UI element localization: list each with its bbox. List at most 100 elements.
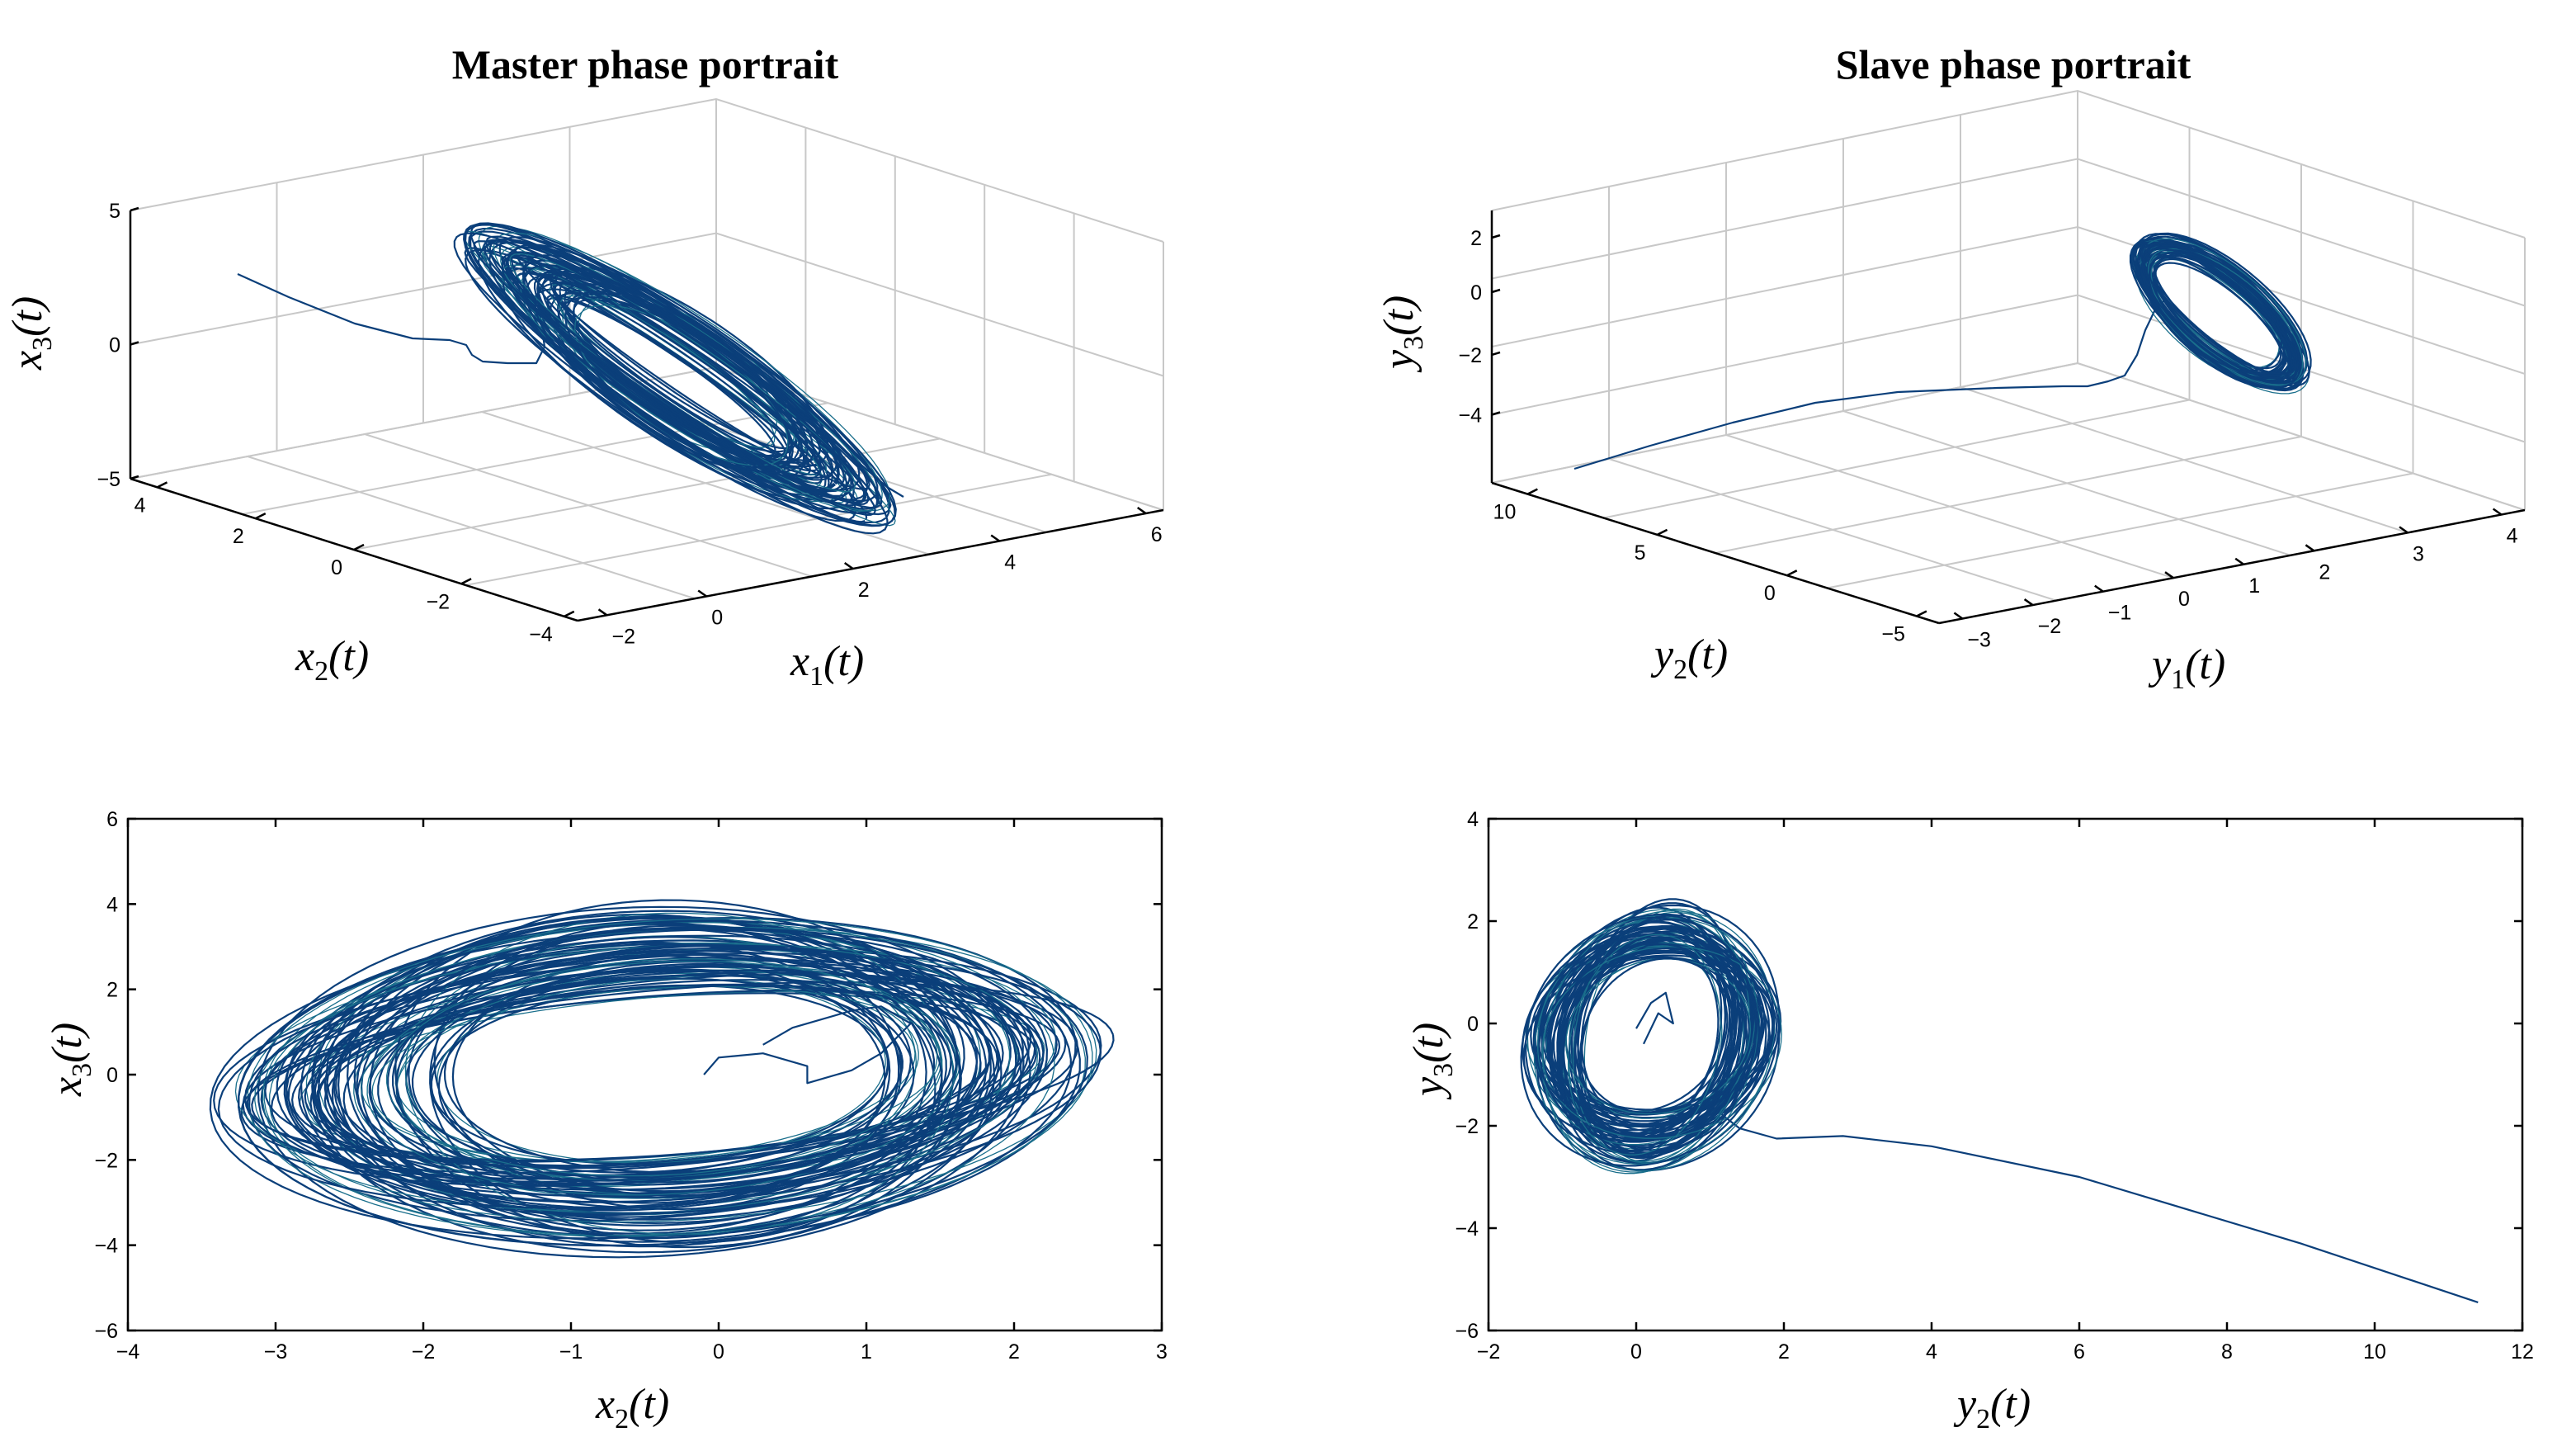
slave-2d-loop: [1525, 913, 1775, 1155]
x-tick-mark: [2399, 526, 2409, 534]
x-tick-mark: [990, 534, 1000, 542]
master-2d-loop: [360, 978, 916, 1163]
x-tick-mark: [843, 561, 854, 570]
x-tick-label: −2: [2038, 615, 2062, 638]
y-tick-mark: [564, 610, 575, 617]
z-tick-label: −5: [97, 468, 120, 491]
slave-2d-trajectory: [1520, 898, 2479, 1303]
wall-level-line: [1491, 158, 2526, 307]
floor-grid-line: [1827, 472, 2413, 589]
slave-2d-loop: [1572, 911, 1750, 1164]
master-2d-loop: [263, 927, 1097, 1223]
master-3d-trajectory: [237, 222, 904, 535]
x-tick-label: 0: [2178, 588, 2190, 611]
slave-3d-trajectory: [1573, 232, 2312, 470]
y-tick-label: 0: [1467, 1013, 1479, 1036]
y-tick-label: −5: [1881, 623, 1905, 646]
master-2d-loop: [371, 985, 941, 1163]
master-3d-loop: [483, 239, 867, 504]
x-tick-label: −2: [612, 625, 636, 648]
master-2d-loop: [251, 989, 1061, 1163]
x-tick-mark: [2492, 508, 2503, 516]
slave-3d-grid: [1490, 89, 2526, 625]
master-2d-loop: [268, 926, 1086, 1237]
y-tick-label: 0: [106, 1064, 118, 1087]
y-tick-mark: [1526, 488, 1538, 495]
x-axis-line: [577, 508, 1164, 622]
master-2d-loop: [309, 969, 1041, 1191]
master-3d-loop: [463, 222, 897, 527]
y-tick-label: 2: [1467, 910, 1479, 933]
x-tick-label: 10: [2363, 1340, 2386, 1364]
x-tick-label: 4: [2507, 524, 2518, 547]
slave-2d-loop: [1520, 925, 1767, 1167]
floor-grid-line: [465, 473, 1052, 586]
master-3d-zlabel: x3(t): [4, 296, 58, 371]
y-tick-label: 4: [106, 893, 118, 916]
y-tick-label: 4: [134, 494, 146, 517]
master-2d-loop: [386, 958, 938, 1177]
floor-grid-line: [1715, 436, 2302, 554]
y-tick-label: −4: [529, 623, 553, 646]
x-tick-label: −3: [1967, 629, 1991, 652]
y-tick-label: 5: [1635, 541, 1646, 565]
slave-2d-loop: [1567, 933, 1721, 1156]
master-2d-loop: [311, 910, 996, 1254]
x-tick-mark: [697, 589, 707, 598]
x-tick-mark: [2305, 544, 2315, 552]
y-tick-label: −2: [427, 590, 451, 613]
x-tick-label: 1: [2248, 574, 2260, 598]
z-tick-label: 0: [1470, 281, 1482, 305]
master-3d-loop: [546, 294, 787, 461]
x-tick-mark: [2234, 557, 2244, 565]
x-tick-label: 2: [1778, 1340, 1790, 1364]
master-2d-loop: [404, 912, 955, 1236]
z-tick-mark: [130, 206, 139, 212]
master-2d-loop: [254, 942, 1039, 1212]
x-tick-label: 3: [1156, 1340, 1168, 1364]
y-tick-label: −2: [94, 1149, 118, 1172]
x-tick-label: 3: [2413, 542, 2424, 565]
master-2d-loop: [244, 959, 1036, 1186]
master-2d-ylabel: x3(t): [44, 1023, 97, 1097]
slave-2d-axes-frame: [1487, 817, 2524, 1332]
slave-2d-loop: [1548, 916, 1734, 1140]
z-tick-label: −4: [1458, 404, 1482, 428]
slave-3d-panel: Slave phase portrait 2 0 −2 −4 10 5 0 −5 −3 −2 −1 0…: [1375, 41, 2526, 695]
master-2d-loop: [304, 965, 1018, 1188]
slave-3d-loop: [2148, 251, 2286, 375]
master-3d-xlabel: x1(t): [790, 638, 864, 692]
slave-3d-loop: [2148, 248, 2304, 386]
master-2d-loop: [238, 920, 1081, 1246]
z-tick-label: 0: [109, 334, 120, 357]
x-tick-label: 0: [1630, 1340, 1642, 1364]
y-tick-label: −4: [94, 1235, 118, 1258]
x-tick-label: −3: [264, 1340, 288, 1364]
x-tick-mark: [2023, 598, 2034, 607]
z-tick-mark: [130, 475, 139, 480]
slave-3d-transient: [1573, 298, 2167, 470]
x-tick-mark: [1136, 506, 1147, 515]
x-tick-label: 6: [1151, 523, 1163, 546]
x-tick-label: −4: [116, 1340, 140, 1364]
slave-2d-loop: [1533, 917, 1776, 1165]
master-2d-loop: [333, 926, 1017, 1221]
y-tick-label: 2: [233, 525, 244, 548]
master-3d-grid: [129, 97, 1164, 622]
y-tick-label: −4: [1455, 1217, 1479, 1241]
slave-2d-loop: [1579, 957, 1736, 1132]
slave-2d-ylabel: y3(t): [1405, 1023, 1459, 1100]
wall-level-line: [130, 232, 1164, 377]
x-tick-label: −1: [2108, 602, 2132, 625]
x-tick-label: 0: [711, 607, 723, 630]
slave-2d-inner: [1635, 991, 1674, 1045]
z-tick-mark: [130, 341, 139, 346]
master-3d-tail: [857, 461, 904, 498]
master-3d-ticks: 5 0 −5 4 2 0 −2 −4 −2 0 2 4 6: [97, 200, 1162, 648]
slave-3d-loop: [2150, 258, 2289, 380]
x-axis-line: [1938, 508, 2526, 625]
y-tick-label: −6: [94, 1320, 118, 1343]
master-2d-loop: [326, 943, 947, 1212]
